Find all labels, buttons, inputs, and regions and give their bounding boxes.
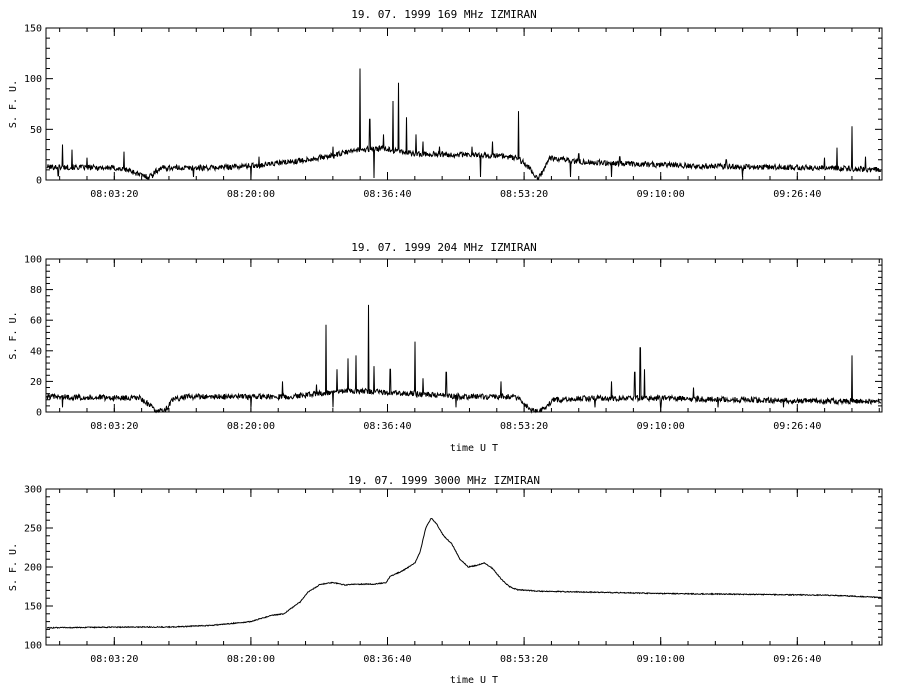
y-tick-label: 100 [24,641,42,652]
x-tick-label: 08:03:20 [90,189,138,200]
x-tick-label: 08:03:20 [90,421,138,432]
x-tick-label: 08:20:00 [227,421,275,432]
y-axis-label: S. F. U. [8,311,19,359]
x-tick-label: 09:10:00 [637,421,685,432]
y-tick-label: 80 [30,285,42,296]
plot-frame [45,258,883,413]
x-tick-label: 09:26:40 [773,654,821,665]
x-tick-label: 09:10:00 [637,189,685,200]
y-tick-label: 0 [36,408,42,419]
flux-series-line [46,517,882,629]
x-tick-label: 09:10:00 [637,654,685,665]
y-tick-label: 100 [24,74,42,85]
x-tick-label: 08:36:40 [363,421,411,432]
chart-title: 19. 07. 1999 169 MHz IZMIRAN [351,8,536,21]
y-tick-label: 250 [24,524,42,535]
y-tick-label: 200 [24,563,42,574]
flux-series-line [46,304,882,414]
y-tick-label: 150 [24,24,42,35]
x-tick-label: 08:20:00 [227,654,275,665]
y-tick-label: 20 [30,377,42,388]
y-axis-label: S. F. U. [8,543,19,591]
x-tick-label: 08:36:40 [363,654,411,665]
y-tick-label: 40 [30,346,42,357]
flux-series-line [46,68,882,181]
y-tick-label: 150 [24,602,42,613]
x-axis-label: time U T [450,675,498,686]
y-tick-label: 0 [36,176,42,187]
x-tick-label: 08:20:00 [227,189,275,200]
x-tick-label: 08:36:40 [363,189,411,200]
x-tick-label: 08:53:20 [500,421,548,432]
y-tick-label: 300 [24,485,42,496]
x-tick-label: 08:03:20 [90,654,138,665]
chart-title: 19. 07. 1999 3000 MHz IZMIRAN [348,474,540,487]
y-tick-label: 50 [30,125,42,136]
x-tick-label: 09:26:40 [773,421,821,432]
y-axis-label: S. F. U. [8,80,19,128]
chart-title: 19. 07. 1999 204 MHz IZMIRAN [351,241,536,254]
plot-frame [45,488,883,646]
x-tick-label: 09:26:40 [773,189,821,200]
y-tick-label: 60 [30,316,42,327]
x-tick-label: 08:53:20 [500,654,548,665]
x-tick-label: 08:53:20 [500,189,548,200]
x-axis-label: time U T [450,443,498,454]
y-tick-label: 100 [24,255,42,266]
plot-frame [45,27,883,181]
